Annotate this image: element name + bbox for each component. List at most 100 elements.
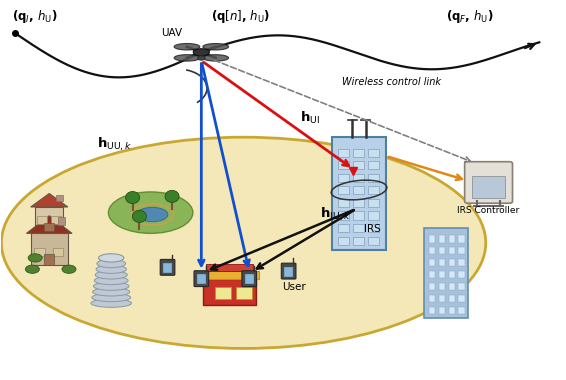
FancyBboxPatch shape	[284, 267, 293, 277]
Ellipse shape	[28, 254, 42, 262]
FancyBboxPatch shape	[236, 287, 252, 299]
Ellipse shape	[95, 271, 127, 279]
FancyBboxPatch shape	[338, 149, 349, 157]
Ellipse shape	[174, 55, 200, 61]
FancyBboxPatch shape	[53, 247, 63, 256]
FancyBboxPatch shape	[458, 307, 465, 314]
FancyBboxPatch shape	[200, 271, 259, 279]
FancyBboxPatch shape	[35, 207, 63, 231]
FancyBboxPatch shape	[353, 236, 364, 245]
FancyBboxPatch shape	[429, 295, 435, 302]
Text: IRS: IRS	[363, 224, 380, 234]
FancyBboxPatch shape	[429, 247, 435, 255]
FancyBboxPatch shape	[458, 271, 465, 278]
FancyBboxPatch shape	[429, 271, 435, 278]
FancyBboxPatch shape	[368, 161, 379, 169]
FancyBboxPatch shape	[338, 186, 349, 195]
FancyBboxPatch shape	[439, 283, 445, 290]
Ellipse shape	[1, 137, 486, 348]
FancyBboxPatch shape	[242, 271, 256, 287]
FancyBboxPatch shape	[449, 259, 455, 266]
FancyBboxPatch shape	[163, 263, 172, 273]
FancyBboxPatch shape	[449, 247, 455, 255]
Ellipse shape	[109, 192, 193, 233]
Ellipse shape	[174, 44, 200, 50]
FancyBboxPatch shape	[449, 283, 455, 290]
Ellipse shape	[98, 254, 124, 262]
Text: ($\mathbf{q}[n]$, $h_\mathrm{U}$): ($\mathbf{q}[n]$, $h_\mathrm{U}$)	[212, 8, 271, 25]
FancyBboxPatch shape	[458, 283, 465, 290]
FancyBboxPatch shape	[458, 295, 465, 302]
FancyBboxPatch shape	[368, 211, 379, 220]
FancyBboxPatch shape	[424, 228, 468, 318]
FancyBboxPatch shape	[429, 236, 435, 242]
FancyBboxPatch shape	[449, 307, 455, 314]
FancyBboxPatch shape	[245, 274, 254, 284]
FancyBboxPatch shape	[37, 216, 47, 224]
Text: IRS Controller: IRS Controller	[457, 206, 520, 215]
FancyBboxPatch shape	[449, 236, 455, 242]
FancyBboxPatch shape	[51, 216, 61, 224]
FancyBboxPatch shape	[353, 174, 364, 182]
FancyBboxPatch shape	[353, 186, 364, 195]
FancyBboxPatch shape	[458, 259, 465, 266]
Ellipse shape	[203, 55, 229, 61]
FancyBboxPatch shape	[368, 174, 379, 182]
FancyBboxPatch shape	[338, 236, 349, 245]
Ellipse shape	[132, 211, 147, 222]
Ellipse shape	[93, 288, 130, 296]
FancyBboxPatch shape	[281, 263, 296, 279]
FancyBboxPatch shape	[58, 217, 65, 225]
Ellipse shape	[25, 265, 40, 273]
FancyBboxPatch shape	[449, 271, 455, 278]
Polygon shape	[31, 193, 68, 207]
FancyBboxPatch shape	[332, 137, 386, 250]
FancyBboxPatch shape	[439, 295, 445, 302]
Ellipse shape	[62, 265, 76, 273]
FancyBboxPatch shape	[44, 223, 54, 231]
FancyBboxPatch shape	[368, 236, 379, 245]
Text: ($\mathbf{q}_I$, $h_\mathrm{U}$): ($\mathbf{q}_I$, $h_\mathrm{U}$)	[11, 8, 57, 25]
Ellipse shape	[165, 190, 179, 203]
FancyBboxPatch shape	[439, 259, 445, 266]
Ellipse shape	[203, 44, 229, 50]
Text: UAV: UAV	[161, 28, 183, 38]
FancyBboxPatch shape	[465, 162, 513, 203]
FancyBboxPatch shape	[353, 161, 364, 169]
FancyBboxPatch shape	[205, 264, 254, 271]
FancyBboxPatch shape	[35, 247, 45, 256]
FancyBboxPatch shape	[458, 236, 465, 242]
FancyBboxPatch shape	[338, 224, 349, 232]
FancyBboxPatch shape	[449, 295, 455, 302]
FancyBboxPatch shape	[472, 176, 505, 198]
Ellipse shape	[95, 276, 128, 285]
FancyBboxPatch shape	[353, 199, 364, 207]
Text: Wireless control link: Wireless control link	[342, 78, 441, 87]
Ellipse shape	[92, 293, 131, 302]
FancyBboxPatch shape	[31, 233, 67, 266]
FancyBboxPatch shape	[429, 259, 435, 266]
FancyBboxPatch shape	[216, 287, 231, 299]
FancyBboxPatch shape	[338, 199, 349, 207]
FancyBboxPatch shape	[439, 307, 445, 314]
Text: ($\mathbf{q}_F$, $h_\mathrm{U}$): ($\mathbf{q}_F$, $h_\mathrm{U}$)	[447, 8, 494, 25]
FancyBboxPatch shape	[353, 211, 364, 220]
Ellipse shape	[93, 282, 129, 290]
FancyBboxPatch shape	[368, 199, 379, 207]
Ellipse shape	[198, 56, 205, 60]
FancyBboxPatch shape	[160, 260, 175, 275]
FancyBboxPatch shape	[429, 307, 435, 314]
Ellipse shape	[137, 207, 168, 222]
Text: User: User	[282, 282, 306, 293]
FancyBboxPatch shape	[338, 174, 349, 182]
FancyBboxPatch shape	[368, 149, 379, 157]
Ellipse shape	[96, 265, 126, 273]
FancyBboxPatch shape	[458, 247, 465, 255]
Text: $\mathbf{h}_{\mathrm{UI}}$: $\mathbf{h}_{\mathrm{UI}}$	[300, 110, 320, 127]
FancyBboxPatch shape	[368, 186, 379, 195]
FancyBboxPatch shape	[203, 279, 256, 305]
Polygon shape	[27, 216, 72, 233]
FancyBboxPatch shape	[194, 271, 209, 287]
FancyBboxPatch shape	[338, 211, 349, 220]
FancyBboxPatch shape	[439, 271, 445, 278]
